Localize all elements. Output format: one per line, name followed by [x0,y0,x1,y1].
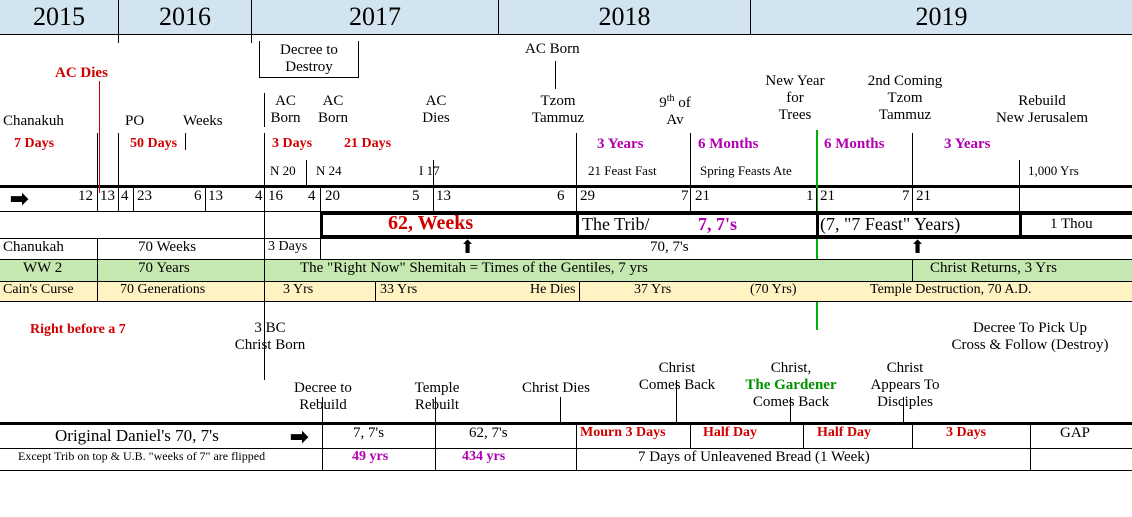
unleavened: 7 Days of Unleavened Bread (1 Week) [638,449,870,466]
right-now: The "Right Now" Shemitah = Times of the … [300,260,648,277]
right-before: Right before a 7 [30,322,126,338]
christ-returns: Christ Returns, 3 Yrs [930,260,1057,277]
ac-born-top: AC Born [525,41,580,58]
i17: I 17 [419,163,440,179]
temple-rebuilt: Temple Rebuilt [402,380,472,414]
chanukah2: Chanukah [3,239,64,256]
three-yrs: 3 Yrs [283,282,313,298]
green-band: WW 2 70 Years The "Right Now" Shemitah =… [0,260,1132,282]
arrow-right-2: ➡ [290,424,308,450]
decree-destroy-box: Decree to Destroy [259,41,359,78]
second-coming: 2nd Coming Tzom Tammuz [855,73,955,124]
three-bc: 3 BC Christ Born [230,320,310,354]
four-thirty-four: 434 yrs [462,449,505,465]
forty-nine: 49 yrs [352,449,388,465]
seventy-weeks: 70 Weeks [138,239,196,256]
sixty-two-weeks: 62, Weeks [388,212,473,235]
tzom-tammuz: Tzom Tammuz [526,93,590,127]
dur-6months2: 6 Months [824,136,884,153]
chanakuh: Chanakuh [3,113,64,130]
feast-fast: 21 Feast Fast [588,163,657,179]
yellow-band: Cain's Curse 70 Generations 3 Yrs 33 Yrs… [0,282,1132,302]
appears: Christ Appears To Disciples [860,360,950,411]
dur-21days: 21 Days [344,136,391,152]
seven-sevens-2: 7, 7's [353,425,384,442]
decree-destroy-1: Decree to [260,42,358,59]
christ-dies: Christ Dies [522,380,590,397]
mourn: Mourn 3 Days [580,425,666,441]
the-trib: The Trib/ [582,214,650,235]
seventy-yrs-paren: (70 Yrs) [750,282,797,298]
he-dies: He Dies [530,282,576,298]
rebuild-nj: Rebuild New Jerusalem [982,93,1102,127]
dur-6months1: 6 Months [698,136,758,153]
thirty-seven: 37 Yrs [634,282,671,298]
final-row: Original Daniel's 70, 7's ➡ 7, 7's 62, 7… [0,425,1132,449]
n20: N 20 [270,163,296,179]
ac-born-1: AC Born [264,93,306,127]
seventy-gen: 70 Generations [120,282,205,298]
dur-3days: 3 Days [272,136,312,152]
thirty-three: 33 Yrs [380,282,417,298]
year-2015: 2015 [0,0,119,34]
three-days: 3 Days [268,239,307,255]
cains-curse: Cain's Curse [3,282,74,298]
ac-born-2: AC Born [312,93,354,127]
final-sub-row: Except Trib on top & U.B. "weeks of 7" a… [0,449,1132,471]
arrow-right: ➡ [10,186,28,212]
year-2019: 2019 [751,0,1132,34]
original-daniel: Original Daniel's 70, 7's [55,426,219,446]
spring-feasts: Spring Feasts Ate [700,163,792,179]
year-header: 2015 2016 2017 2018 2019 [0,0,1132,35]
ninth-av: 9th of Av [650,93,700,129]
year-2016: 2016 [119,0,252,34]
n24: N 24 [316,163,342,179]
mid-row: 62, Weeks The Trib/ 7, 7's (7, "7 Feast"… [0,212,1132,238]
new-year-trees: New Year for Trees [755,73,835,124]
one-thou: 1 Thou [1050,216,1093,233]
weeks: Weeks [183,113,223,130]
decree-pickup: Decree To Pick Up Cross & Follow (Destro… [930,320,1130,354]
gap: GAP [1060,425,1090,442]
thousand-yrs: 1,000 Yrs [1028,163,1079,179]
christ-comes-back: Christ Comes Back [632,360,722,394]
upper-labels: Decree to Destroy AC Dies AC Born AC Bor… [0,35,1132,185]
three-days-2: 3 Days [946,425,986,441]
ww2: WW 2 [23,260,62,277]
decree-rebuild: Decree to Rebuild [283,380,363,414]
seven-feast: (7, "7 Feast" Years) [820,214,960,235]
year-2018: 2018 [499,0,751,34]
ac-dies: AC Dies [415,93,457,127]
dur-50days: 50 Days [130,136,177,152]
decree-destroy-2: Destroy [260,59,358,76]
sixty-two-2: 62, 7's [469,425,508,442]
dur-3years: 3 Years [597,136,644,153]
up-arrow-1: ⬆ [460,237,475,258]
seventy-sevens: 70, 7's [650,239,689,256]
dur-7days: 7 Days [14,136,54,152]
up-arrow-2: ⬆ [910,237,925,258]
year-2017: 2017 [252,0,499,34]
bottom-labels: Right before a 7 3 BC Christ Born Decree… [0,302,1132,422]
except: Except Trib on top & U.B. "weeks of 7" a… [18,449,265,464]
half2: Half Day [817,425,871,441]
number-row: ➡ 12 13 4 23 6 13 4 16 4 20 5 13 6 29 7 … [0,188,1132,212]
temple-destruction: Temple Destruction, 70 A.D. [870,282,1032,298]
half1: Half Day [703,425,757,441]
mid2-row: Chanukah 70 Weeks 3 Days 70, 7's ⬆ ⬆ [0,238,1132,260]
gardener: Christ, The Gardener Comes Back [736,360,846,411]
seven-sevens: 7, 7's [698,214,737,235]
seventy-years: 70 Years [138,260,190,277]
po: PO [125,113,144,130]
ac-dies-red: AC Dies [55,65,108,82]
dur-3years2: 3 Years [944,136,991,153]
